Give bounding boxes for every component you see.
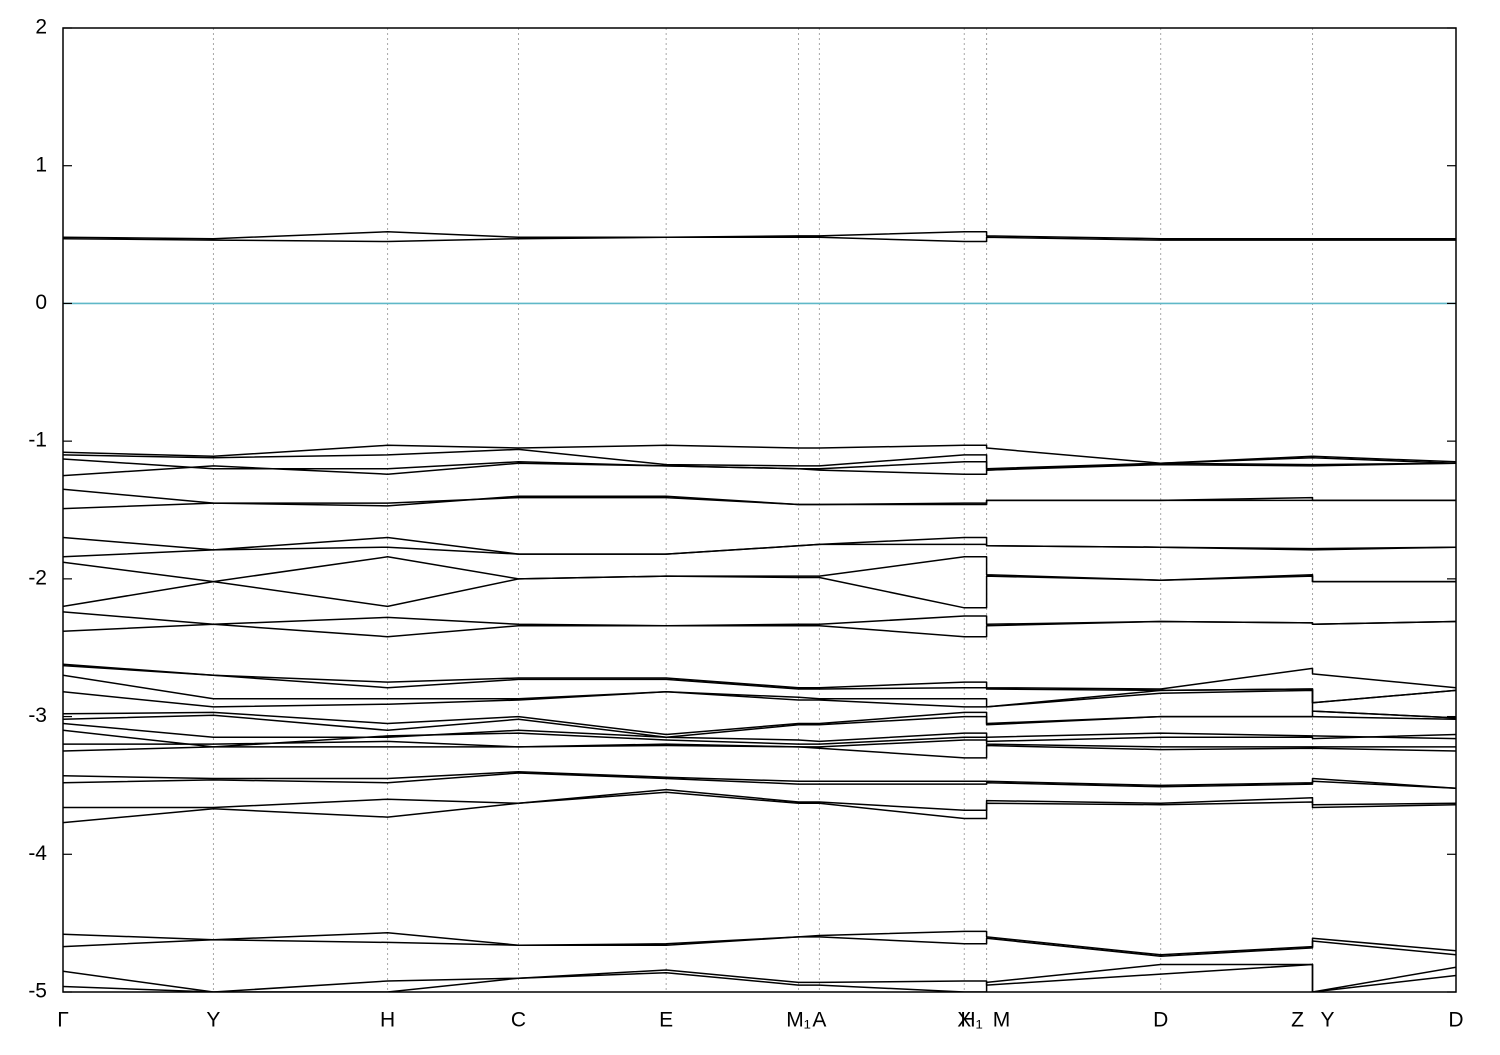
band-line bbox=[63, 674, 1456, 708]
band-line bbox=[63, 611, 1456, 627]
band-line bbox=[63, 710, 1456, 736]
y-tick-label: -5 bbox=[28, 980, 47, 1003]
band-line bbox=[63, 714, 1456, 738]
y-tick-label: 2 bbox=[35, 16, 47, 39]
y-tick-label: 0 bbox=[35, 291, 47, 314]
band-line bbox=[63, 556, 1456, 583]
band-line bbox=[63, 936, 1456, 957]
x-tick-label: D bbox=[1153, 1009, 1168, 1032]
band-line bbox=[63, 791, 1456, 824]
band-line bbox=[63, 543, 1456, 558]
x-tick-label: X bbox=[957, 1009, 971, 1032]
band-line bbox=[63, 458, 1456, 471]
x-tick-label: Γ bbox=[57, 1009, 69, 1032]
x-tick-label: M₁ bbox=[786, 1009, 811, 1032]
y-tick-label: -1 bbox=[28, 429, 47, 452]
y-tick-label: -4 bbox=[28, 842, 47, 865]
band-line bbox=[63, 722, 1456, 743]
x-tick-label: C bbox=[511, 1009, 526, 1032]
band-line bbox=[63, 729, 1456, 748]
band-line bbox=[63, 462, 1456, 477]
x-tick-label: H₁ bbox=[960, 1009, 982, 1032]
x-tick-label: M bbox=[993, 1009, 1011, 1032]
band-line bbox=[63, 231, 1456, 240]
band-line bbox=[63, 963, 1456, 992]
band-line bbox=[63, 575, 1456, 609]
band-line bbox=[63, 689, 1456, 719]
band-line bbox=[63, 620, 1456, 638]
y-tick-label: -2 bbox=[28, 566, 47, 589]
x-tick-label: E bbox=[659, 1009, 673, 1032]
x-tick-label: H bbox=[380, 1009, 395, 1032]
x-tick-label: Y bbox=[1321, 1009, 1335, 1032]
y-tick-label: -3 bbox=[28, 704, 47, 727]
band-line bbox=[63, 744, 1456, 759]
x-tick-label: D bbox=[1448, 1009, 1463, 1032]
band-line bbox=[63, 496, 1456, 510]
band-line bbox=[63, 963, 1456, 992]
band-line bbox=[63, 788, 1456, 811]
band-line bbox=[63, 772, 1456, 789]
x-tick-label: A bbox=[812, 1009, 826, 1032]
grid-layer bbox=[63, 28, 1456, 992]
x-tick-label: Y bbox=[206, 1009, 220, 1032]
axes-layer: 210-1-2-3-4-5Γ Y H C E M₁ A XH₁ M D Z Y D bbox=[28, 16, 1463, 1032]
band-line bbox=[63, 536, 1456, 555]
band-line bbox=[63, 930, 1456, 956]
band-line bbox=[63, 663, 1456, 690]
x-tick-label: Z bbox=[1291, 1009, 1304, 1032]
y-tick-label: 1 bbox=[35, 153, 47, 176]
band-line bbox=[63, 739, 1456, 748]
band-line bbox=[63, 236, 1456, 243]
bands-layer bbox=[63, 231, 1456, 992]
plot-frame bbox=[62, 27, 1457, 993]
